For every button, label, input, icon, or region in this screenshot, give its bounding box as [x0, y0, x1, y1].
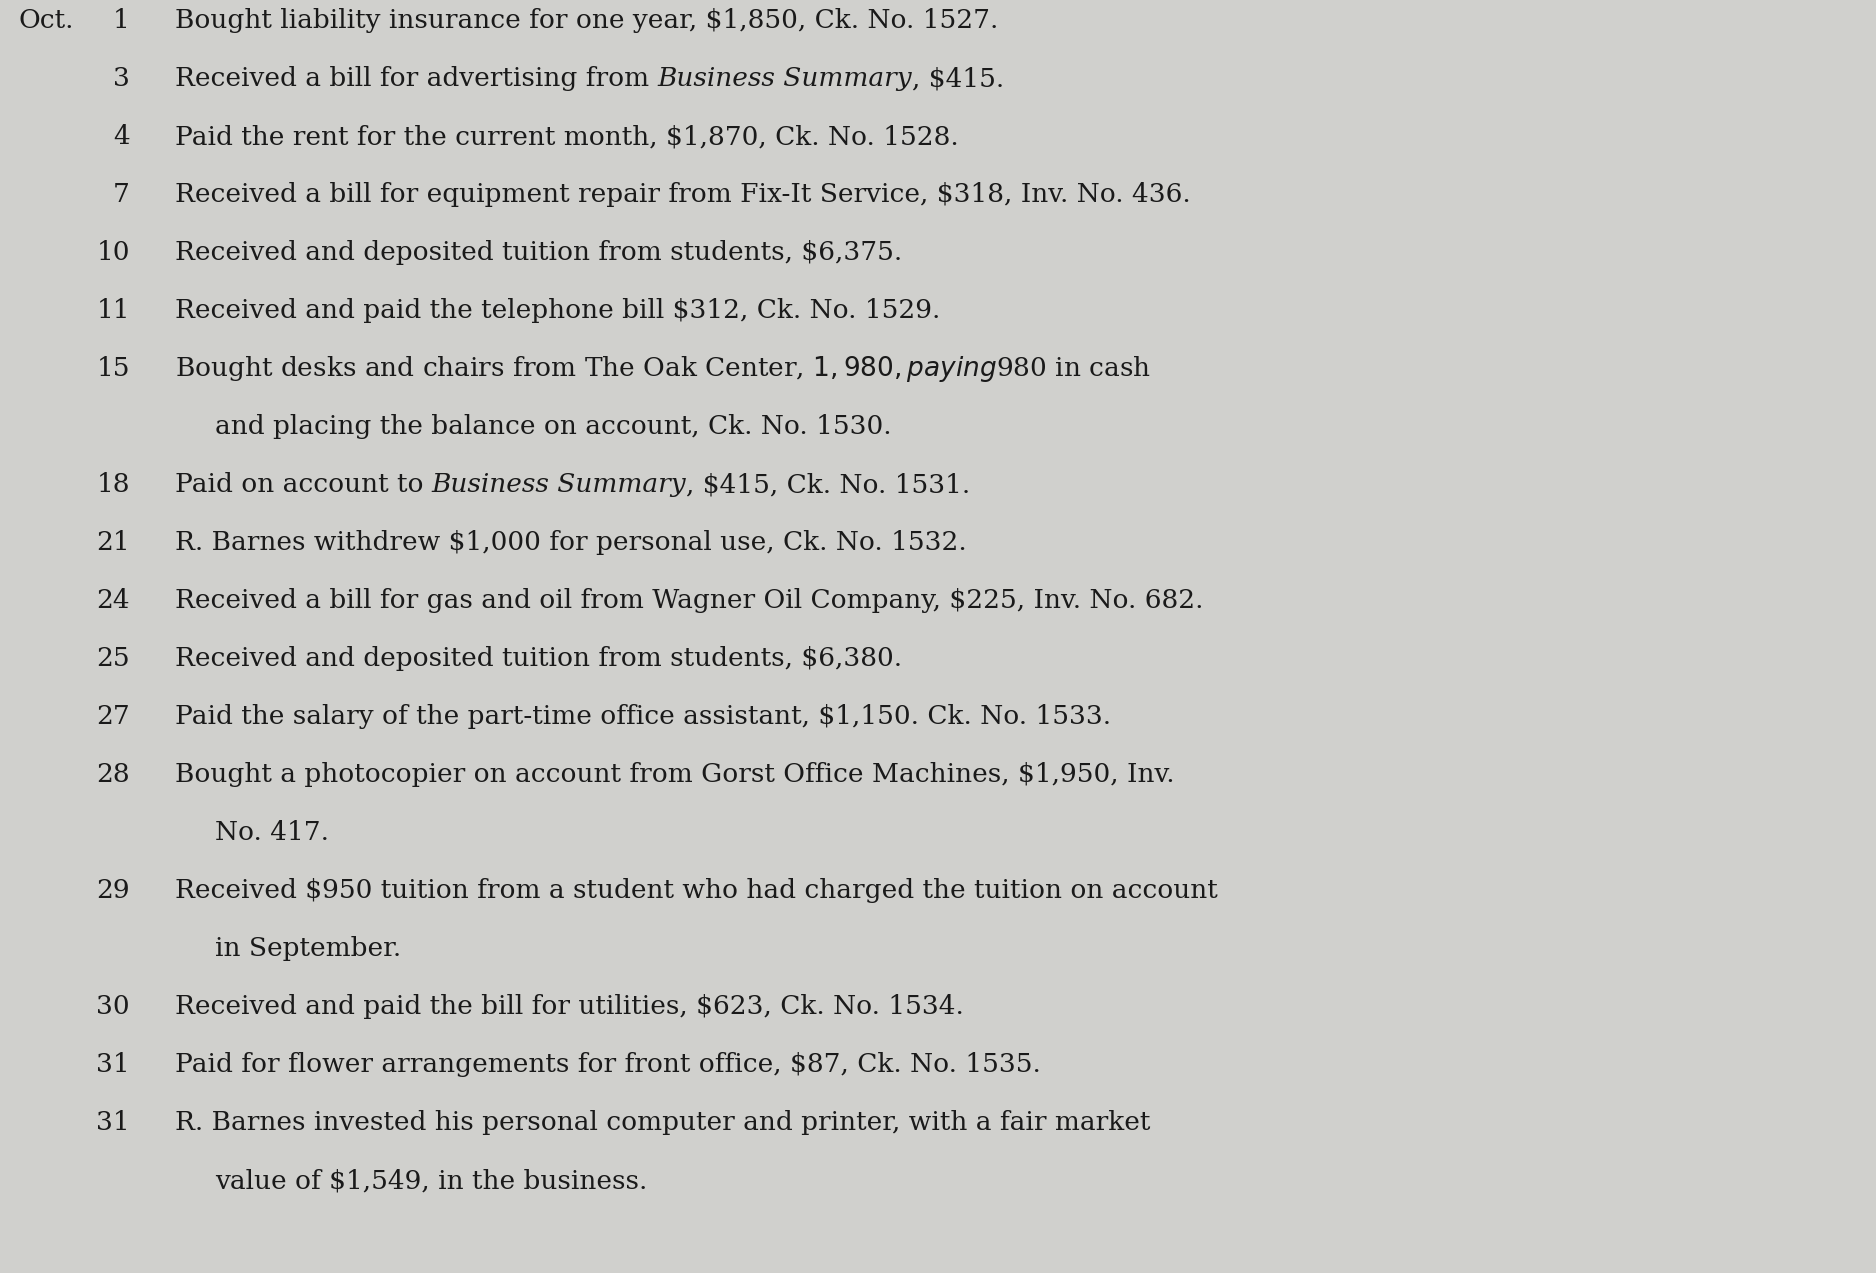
Text: Bought a photocopier on account from Gorst Office Machines, $1,950, Inv.: Bought a photocopier on account from Gor…	[174, 763, 1174, 787]
Text: Paid the rent for the current month, $1,870, Ck. No. 1528.: Paid the rent for the current month, $1,…	[174, 123, 959, 149]
Text: and placing the balance on account, Ck. No. 1530.: and placing the balance on account, Ck. …	[216, 414, 891, 439]
Text: 21: 21	[96, 530, 129, 555]
Text: R. Barnes invested his personal computer and printer, with a fair market: R. Barnes invested his personal computer…	[174, 1110, 1150, 1136]
Text: Received and deposited tuition from students, $6,375.: Received and deposited tuition from stud…	[174, 241, 902, 265]
Text: 31: 31	[96, 1051, 129, 1077]
Text: 24: 24	[96, 588, 129, 614]
Text: Bought desks and chairs from The Oak Center, $1,980, paying $980 in cash: Bought desks and chairs from The Oak Cen…	[174, 354, 1152, 384]
Text: Paid for flower arrangements for front office, $87, Ck. No. 1535.: Paid for flower arrangements for front o…	[174, 1051, 1041, 1077]
Text: Paid on account to: Paid on account to	[174, 472, 431, 496]
Text: 30: 30	[96, 994, 129, 1018]
Text: 11: 11	[96, 298, 129, 323]
Text: 27: 27	[96, 704, 129, 729]
Text: 7: 7	[113, 182, 129, 207]
Text: 10: 10	[96, 241, 129, 265]
Text: , $415.: , $415.	[912, 66, 1004, 90]
Text: Paid the salary of the part-time office assistant, $1,150. Ck. No. 1533.: Paid the salary of the part-time office …	[174, 704, 1111, 729]
Text: Oct.: Oct.	[19, 8, 73, 33]
Text: No. 417.: No. 417.	[216, 820, 328, 845]
Text: Business Summary: Business Summary	[657, 66, 912, 90]
Text: , $415, Ck. No. 1531.: , $415, Ck. No. 1531.	[687, 472, 970, 496]
Text: 18: 18	[96, 472, 129, 496]
Text: Received a bill for equipment repair from Fix-It Service, $318, Inv. No. 436.: Received a bill for equipment repair fro…	[174, 182, 1191, 207]
Text: in September.: in September.	[216, 936, 401, 961]
Text: 28: 28	[96, 763, 129, 787]
Text: R. Barnes withdrew $1,000 for personal use, Ck. No. 1532.: R. Barnes withdrew $1,000 for personal u…	[174, 530, 966, 555]
Text: 31: 31	[96, 1110, 129, 1136]
Text: Received $950 tuition from a student who had charged the tuition on account: Received $950 tuition from a student who…	[174, 878, 1218, 903]
Text: Received and paid the telephone bill $312, Ck. No. 1529.: Received and paid the telephone bill $31…	[174, 298, 940, 323]
Text: Received a bill for gas and oil from Wagner Oil Company, $225, Inv. No. 682.: Received a bill for gas and oil from Wag…	[174, 588, 1204, 614]
Text: 3: 3	[113, 66, 129, 90]
Text: 4: 4	[113, 123, 129, 149]
Text: 29: 29	[96, 878, 129, 903]
Text: 1: 1	[113, 8, 129, 33]
Text: Business Summary: Business Summary	[431, 472, 687, 496]
Text: 25: 25	[96, 645, 129, 671]
Text: Bought liability insurance for one year, $1,850, Ck. No. 1527.: Bought liability insurance for one year,…	[174, 8, 998, 33]
Text: Received and deposited tuition from students, $6,380.: Received and deposited tuition from stud…	[174, 645, 902, 671]
Text: 15: 15	[96, 356, 129, 381]
Text: Received a bill for advertising from: Received a bill for advertising from	[174, 66, 657, 90]
Text: value of $1,549, in the business.: value of $1,549, in the business.	[216, 1169, 647, 1193]
Text: Received and paid the bill for utilities, $623, Ck. No. 1534.: Received and paid the bill for utilities…	[174, 994, 964, 1018]
